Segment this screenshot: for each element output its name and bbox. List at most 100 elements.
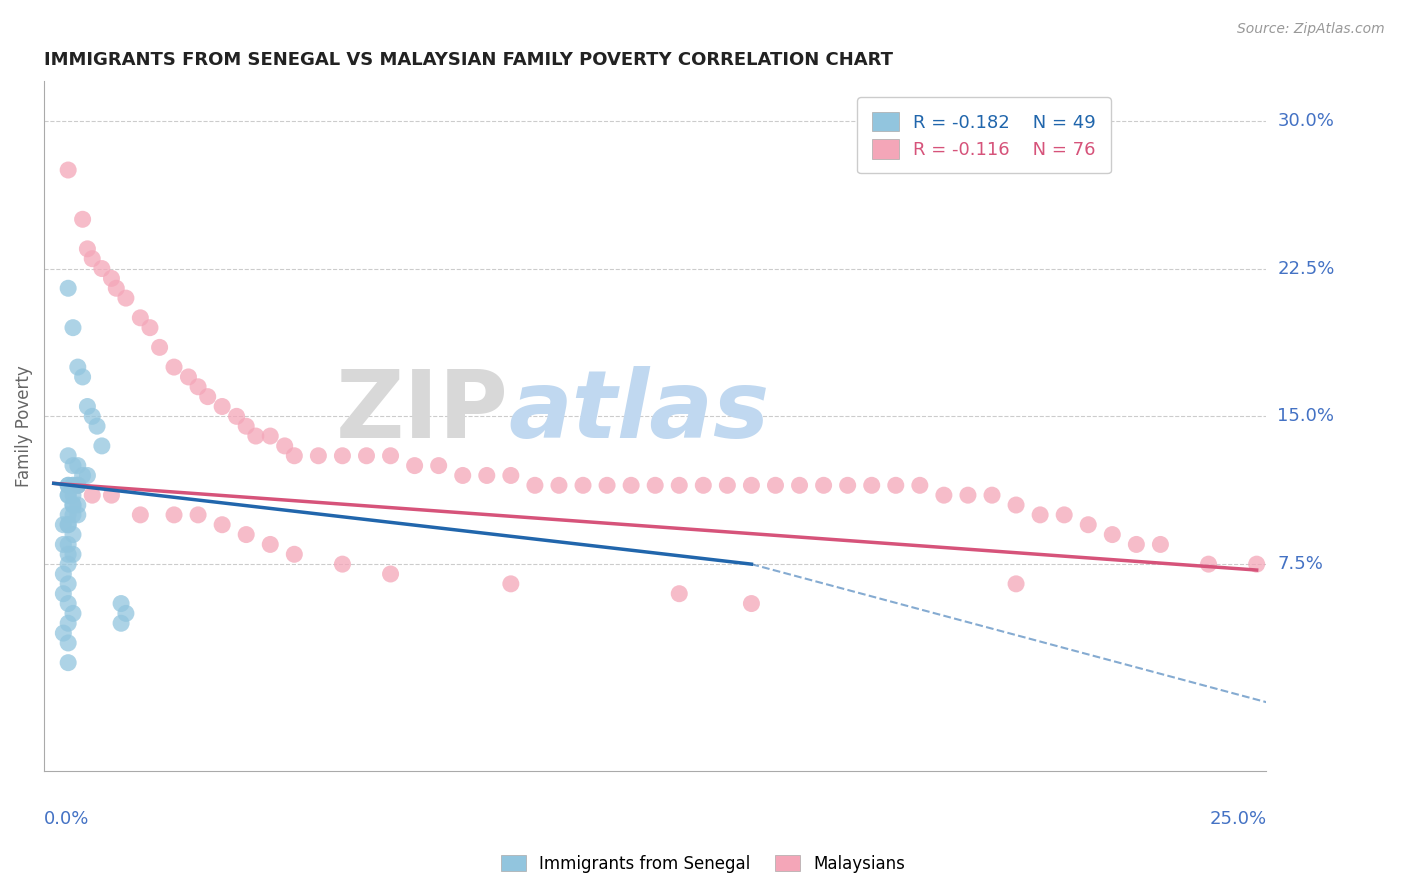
Point bbox=[716, 478, 738, 492]
Legend: Immigrants from Senegal, Malaysians: Immigrants from Senegal, Malaysians bbox=[494, 848, 912, 880]
Point bbox=[66, 498, 89, 512]
Point bbox=[572, 478, 595, 492]
Point bbox=[1005, 498, 1028, 512]
Point bbox=[52, 587, 75, 601]
Point bbox=[499, 468, 522, 483]
Point bbox=[56, 517, 79, 532]
Point bbox=[596, 478, 619, 492]
Point bbox=[1101, 527, 1123, 541]
Point bbox=[259, 429, 281, 443]
Point bbox=[523, 478, 546, 492]
Point bbox=[451, 468, 474, 483]
Point bbox=[548, 478, 571, 492]
Point bbox=[427, 458, 450, 473]
Point bbox=[72, 468, 94, 483]
Point bbox=[813, 478, 835, 492]
Point bbox=[475, 468, 498, 483]
Point bbox=[163, 508, 186, 522]
Point bbox=[100, 271, 122, 285]
Point bbox=[129, 310, 152, 325]
Point bbox=[86, 419, 108, 434]
Point bbox=[139, 320, 162, 334]
Point bbox=[789, 478, 811, 492]
Point bbox=[56, 547, 79, 561]
Point bbox=[380, 449, 402, 463]
Text: 0.0%: 0.0% bbox=[44, 810, 90, 828]
Point bbox=[62, 478, 84, 492]
Point bbox=[82, 488, 104, 502]
Point bbox=[1198, 557, 1220, 571]
Point bbox=[225, 409, 247, 424]
Text: 30.0%: 30.0% bbox=[1278, 112, 1334, 129]
Point bbox=[66, 508, 89, 522]
Point bbox=[56, 449, 79, 463]
Point bbox=[956, 488, 979, 502]
Point bbox=[259, 537, 281, 551]
Text: Source: ZipAtlas.com: Source: ZipAtlas.com bbox=[1237, 22, 1385, 37]
Point bbox=[56, 488, 79, 502]
Point bbox=[765, 478, 787, 492]
Point bbox=[76, 468, 98, 483]
Point bbox=[62, 547, 84, 561]
Point bbox=[56, 597, 79, 611]
Point bbox=[76, 242, 98, 256]
Point bbox=[56, 577, 79, 591]
Text: ZIP: ZIP bbox=[336, 367, 509, 458]
Point bbox=[740, 478, 762, 492]
Point bbox=[332, 449, 354, 463]
Point bbox=[356, 449, 378, 463]
Point bbox=[1005, 577, 1028, 591]
Point bbox=[235, 527, 257, 541]
Point bbox=[620, 478, 643, 492]
Point bbox=[499, 577, 522, 591]
Point bbox=[740, 597, 762, 611]
Point bbox=[105, 281, 128, 295]
Point bbox=[66, 458, 89, 473]
Point bbox=[932, 488, 955, 502]
Point bbox=[52, 566, 75, 581]
Point bbox=[163, 360, 186, 375]
Point bbox=[52, 537, 75, 551]
Point bbox=[177, 370, 200, 384]
Point bbox=[110, 597, 132, 611]
Point bbox=[56, 616, 79, 631]
Point bbox=[1149, 537, 1171, 551]
Point bbox=[82, 252, 104, 266]
Point bbox=[66, 360, 89, 375]
Legend: R = -0.182    N = 49, R = -0.116    N = 76: R = -0.182 N = 49, R = -0.116 N = 76 bbox=[858, 97, 1111, 173]
Point bbox=[211, 517, 233, 532]
Point bbox=[273, 439, 295, 453]
Point bbox=[56, 517, 79, 532]
Point bbox=[66, 478, 89, 492]
Point bbox=[72, 212, 94, 227]
Point bbox=[56, 656, 79, 670]
Point bbox=[62, 498, 84, 512]
Point bbox=[149, 340, 172, 354]
Point bbox=[404, 458, 426, 473]
Point bbox=[62, 607, 84, 621]
Point bbox=[115, 607, 138, 621]
Point bbox=[62, 498, 84, 512]
Point bbox=[211, 400, 233, 414]
Point bbox=[197, 390, 219, 404]
Point bbox=[668, 587, 690, 601]
Y-axis label: Family Poverty: Family Poverty bbox=[15, 366, 32, 487]
Point bbox=[981, 488, 1004, 502]
Point bbox=[56, 508, 79, 522]
Point bbox=[90, 261, 112, 276]
Point bbox=[884, 478, 907, 492]
Point bbox=[1246, 557, 1268, 571]
Point bbox=[56, 163, 79, 178]
Point bbox=[56, 537, 79, 551]
Text: IMMIGRANTS FROM SENEGAL VS MALAYSIAN FAMILY POVERTY CORRELATION CHART: IMMIGRANTS FROM SENEGAL VS MALAYSIAN FAM… bbox=[44, 51, 893, 69]
Point bbox=[52, 626, 75, 640]
Point bbox=[187, 380, 209, 394]
Point bbox=[56, 478, 79, 492]
Point bbox=[129, 508, 152, 522]
Point bbox=[56, 281, 79, 295]
Point bbox=[110, 616, 132, 631]
Point bbox=[56, 488, 79, 502]
Point bbox=[62, 488, 84, 502]
Point bbox=[908, 478, 931, 492]
Text: 25.0%: 25.0% bbox=[1209, 810, 1267, 828]
